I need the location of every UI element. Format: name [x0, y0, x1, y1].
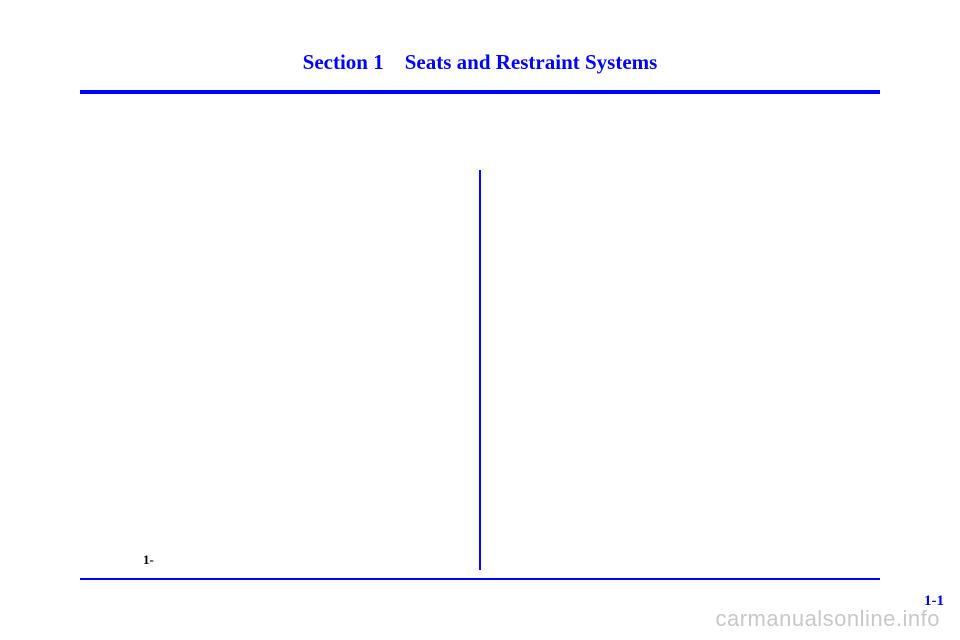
bottom-horizontal-rule — [80, 578, 880, 580]
top-horizontal-rule — [80, 90, 880, 94]
footer-small-label: 1- — [143, 552, 154, 568]
section-header: Section 1 Seats and Restraint Systems — [0, 50, 960, 75]
section-title: Seats and Restraint Systems — [405, 50, 658, 74]
section-label: Section 1 — [303, 50, 384, 74]
center-vertical-rule — [479, 170, 481, 570]
watermark-text: carmanualsonline.info — [715, 606, 940, 632]
